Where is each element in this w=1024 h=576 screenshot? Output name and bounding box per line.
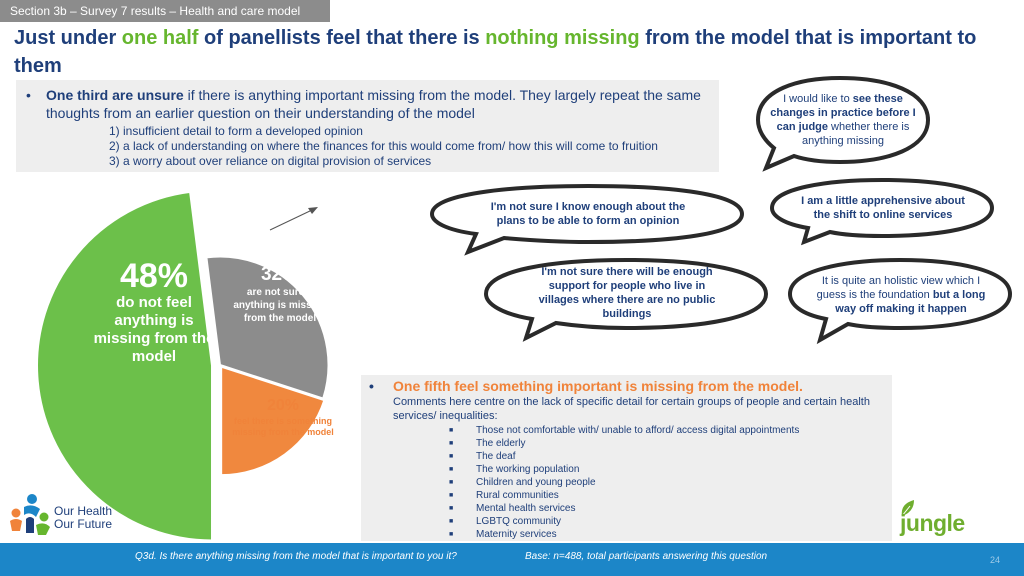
quote-text: I would like to see these changes in pra… (768, 82, 918, 158)
list-item-text: Those not comfortable with/ unable to af… (476, 425, 800, 436)
quote-bubble-holistic-view: It is quite an holistic view which I gue… (786, 256, 1016, 346)
list-item-text: Maternity services (476, 529, 557, 540)
square-bullet-icon: ■ (449, 427, 454, 434)
pie-label-48: 48% do not feel anything is missing from… (92, 256, 216, 366)
unsure-subpoint: 2) a lack of understanding on where the … (109, 139, 658, 153)
list-item-text: Rural communities (476, 490, 559, 501)
list-item: ■ Rural communities (449, 489, 882, 502)
quote-bubble-apprehensive-online: I am a little apprehensive about the shi… (768, 176, 998, 246)
speech-bubble-shape (429, 183, 745, 256)
quote-bubble-villages-support: I'm not sure there will be enough suppor… (482, 256, 772, 342)
square-bullet-icon: ■ (449, 453, 454, 460)
square-bullet-icon: ■ (449, 440, 454, 447)
square-bullet-icon: ■ (449, 466, 454, 473)
list-item: ■ Mental health services (449, 502, 882, 515)
quote-part: It is quite an holistic view which I gue… (816, 275, 981, 301)
pie-slice-20 (220, 365, 326, 477)
footer-base: Base: n=488, total participants answerin… (525, 551, 768, 562)
list-item-text: Mental health services (476, 503, 576, 514)
logo-line: Our Health (54, 504, 113, 518)
missing-summary-box: • One fifth feel something important is … (361, 375, 892, 541)
pie-chart (36, 190, 330, 542)
list-item: ■ The deaf (449, 450, 882, 463)
bullet-icon: • (26, 87, 31, 103)
missing-comment: Comments here centre on the lack of spec… (393, 396, 870, 422)
square-bullet-icon: ■ (449, 479, 454, 486)
speech-bubble-shape (787, 257, 1013, 345)
unsure-summary-box: • One third are unsure if there is anyth… (16, 80, 719, 172)
list-item: ■ Those not comfortable with/ unable to a… (449, 424, 882, 437)
pie-slice-32 (205, 255, 330, 400)
speech-bubble-shape (769, 177, 995, 246)
list-item-text: Children and young people (476, 477, 596, 488)
pie-value-label: 32% (260, 264, 300, 285)
title-part-1: Just under (14, 27, 122, 49)
pie-value-label: 48% (119, 257, 189, 295)
quote-text: It is quite an holistic view which I gue… (816, 264, 986, 326)
speech-bubble-shape (483, 257, 769, 342)
people-icon (10, 494, 50, 535)
footer-bar (0, 543, 1024, 576)
missing-groups-list: ■ Those not comfortable with/ unable to a… (449, 424, 882, 541)
list-item-text: The elderly (476, 438, 526, 449)
quote-text: I'm not sure I know enough about the pla… (490, 201, 686, 227)
pie-label-32: 32% are not sure if anything is missing … (232, 264, 328, 325)
list-item-text: The deaf (476, 451, 516, 462)
quote-part: I would like to (783, 93, 853, 105)
quote-part-bold: see these changes in practice before I c… (770, 93, 916, 133)
missing-heading: One fifth feel something important is mi… (393, 378, 803, 394)
quote-bubble-see-changes: I would like to see these changes in pra… (738, 72, 943, 172)
logo-text: Our Health Our Future (54, 505, 112, 531)
unsure-subpoint: 3) a worry about over reliance on digita… (109, 154, 432, 168)
pie-value-label: 20% (266, 397, 300, 414)
title-part-3: of panellists feel that there is (198, 27, 486, 49)
footer-question: Q3d. Is there anything missing from the … (135, 551, 457, 562)
quote-part: whether there is anything missing (802, 121, 910, 147)
quote-text: I'm not sure there will be enough suppor… (538, 266, 716, 320)
quote-part-bold: but a long way off making it happen (835, 289, 986, 315)
title-highlight-one-half: one half (121, 27, 199, 49)
jungle-green-logo: jungle green (898, 496, 1016, 563)
title-part-5: from the model that is important to them (14, 27, 977, 77)
speech-bubble-shape (755, 75, 931, 172)
list-item: ■ Children and young people (449, 476, 882, 489)
pie-slice-48 (36, 190, 214, 542)
bullet-icon: • (369, 378, 374, 394)
list-item: ■ Maternity services (449, 528, 882, 541)
square-bullet-icon: ■ (449, 505, 454, 512)
section-tag: Section 3b – Survey 7 results – Health a… (0, 0, 330, 22)
list-item: ■ The elderly (449, 437, 882, 450)
square-bullet-icon: ■ (449, 531, 454, 538)
pie-label-20: 20% feel there is something missing from… (228, 396, 338, 438)
arrow-icon (269, 207, 318, 231)
quote-text: I am a little apprehensive about the shi… (801, 195, 965, 221)
list-item-text: The working population (476, 464, 580, 475)
logo-line: Our Future (54, 517, 113, 531)
page-title: Just under one half of panellists feel t… (14, 24, 1019, 80)
pie-slice-label: do not feel anything is missing from the… (93, 294, 215, 365)
unsure-lead: One third are unsure if there is anythin… (46, 86, 711, 122)
our-health-our-future-logo: Our Health Our Future (8, 493, 128, 539)
pie-slice-label: are not sure if anything is missing from… (233, 287, 327, 324)
page-number: 24 (990, 555, 1001, 565)
unsure-lead-bold: One third are unsure (46, 87, 184, 103)
list-item-text: LGBTQ community (476, 516, 562, 527)
title-highlight-nothing-missing: nothing missing (485, 27, 640, 49)
list-item: ■ The working population (449, 463, 882, 476)
unsure-lead-rest: if there is anything important missing f… (46, 87, 701, 121)
leaf-icon (901, 500, 914, 517)
square-bullet-icon: ■ (449, 492, 454, 499)
pie-slice-label: feel there is something missing from the… (232, 416, 334, 437)
quote-bubble-not-sure-know-enough: I'm not sure I know enough about the pla… (428, 182, 748, 257)
unsure-subpoint: 1) insufficient detail to form a develop… (109, 124, 363, 138)
list-item: ■ LGBTQ community (449, 515, 882, 528)
square-bullet-icon: ■ (449, 518, 454, 525)
